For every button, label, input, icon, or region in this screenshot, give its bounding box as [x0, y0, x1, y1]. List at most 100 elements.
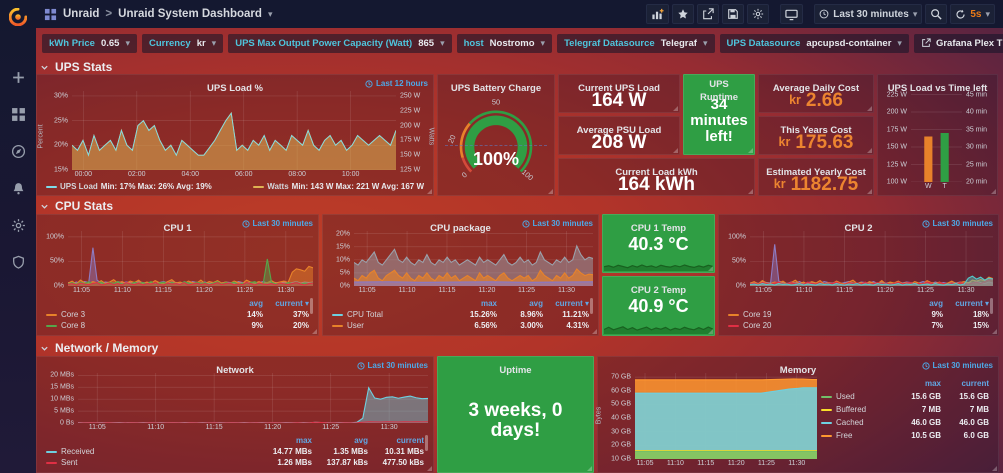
y-axis-tick: 225 W	[886, 91, 907, 98]
legend-item[interactable]: Core 3 14% 37%	[46, 309, 309, 320]
zoom-out-button[interactable]	[925, 4, 948, 24]
create-plus-icon[interactable]	[11, 70, 26, 85]
panel-cpu2-temp: CPU 2 Temp 40.9 °C	[602, 276, 715, 336]
cycle-view-button[interactable]	[780, 4, 804, 24]
dashboards-icon[interactable]	[11, 107, 26, 122]
legend-item[interactable]: Used 15.6 GB 15.6 GB	[821, 390, 989, 403]
grafana-logo[interactable]	[0, 0, 36, 34]
legend-item[interactable]: Core 20 7% 15%	[728, 320, 989, 331]
share-button[interactable]	[697, 4, 720, 24]
panel-time-range[interactable]: Last 30 minutes	[241, 219, 313, 228]
panel-title[interactable]: UPS Battery Charge	[450, 83, 542, 94]
legend-item[interactable]: CPU Total 15.26% 8.96% 11.21%	[332, 309, 589, 320]
panel-title[interactable]: Current Load kWh	[615, 167, 698, 178]
panel-title[interactable]: UPS Runtime	[700, 79, 738, 103]
panel-title[interactable]: Network	[216, 365, 254, 376]
legend-column-header[interactable]: current	[961, 379, 989, 388]
legend-column-header[interactable]: current	[396, 436, 424, 445]
y-axis-tick: 20 min	[966, 178, 988, 186]
panel-title[interactable]: CPU package	[430, 223, 491, 234]
legend-column-header[interactable]: max	[480, 299, 497, 308]
legend-item[interactable]: UPS Load Min: 17% Max: 26% Avg: 19%	[46, 182, 212, 191]
variable-telegraf-datasource[interactable]: Telegraf Datasource Telegraf ▾	[557, 33, 715, 53]
panel-time-range[interactable]: Last 30 minutes	[356, 361, 428, 370]
legend-item[interactable]: Core 19 9% 18%	[728, 309, 989, 320]
y-axis-tick: 125 W	[400, 166, 421, 174]
breadcrumb-current[interactable]: Unraid System Dashboard	[118, 8, 262, 20]
panel-title[interactable]: Current UPS Load	[578, 83, 660, 94]
variable-currency[interactable]: Currency kr ▾	[141, 33, 224, 53]
temp-sparkline	[604, 319, 713, 334]
panel-title[interactable]: This Years Cost	[780, 125, 852, 136]
x-axis-tick: 11:20	[876, 287, 894, 294]
currency-prefix: kr	[789, 93, 801, 108]
panel-title[interactable]: Average Daily Cost	[772, 83, 860, 94]
dashboard-settings-button[interactable]	[747, 4, 770, 24]
panel-time-range[interactable]: Last 30 minutes	[921, 219, 993, 228]
legend-column-header[interactable]: avg	[929, 299, 943, 308]
panel-title[interactable]: CPU 2 Temp	[630, 285, 687, 296]
server-admin-shield-icon[interactable]	[11, 255, 26, 270]
panel-title[interactable]: Memory	[779, 365, 817, 376]
panel-title[interactable]: CPU 1	[163, 223, 192, 234]
legend-column-header[interactable]: max	[295, 436, 312, 445]
row-header-ups-stats[interactable]: UPS Stats	[40, 60, 112, 74]
legend-item[interactable]: Core 8 9% 20%	[46, 320, 309, 331]
external-link-icon	[922, 38, 931, 47]
link-grafana-plex-theme[interactable]: Grafana Plex Theme	[913, 33, 1003, 53]
panel-current-load-kwh: Current Load kWh 164 kWh	[558, 158, 755, 196]
explore-compass-icon[interactable]	[11, 144, 26, 159]
legend-column-header[interactable]: max	[924, 379, 941, 388]
legend-scrollbar[interactable]	[990, 298, 993, 314]
refresh-picker[interactable]: 5s ▾	[950, 4, 995, 24]
star-button[interactable]	[672, 4, 695, 24]
panel-time-range[interactable]: Last 30 minutes	[521, 219, 593, 228]
y-axis-tick: 200 W	[400, 122, 421, 130]
save-button[interactable]	[722, 4, 745, 24]
panel-title[interactable]: CPU 2	[844, 223, 873, 234]
legend-column-header[interactable]: avg	[354, 436, 368, 445]
legend-scrollbar[interactable]	[310, 298, 313, 314]
panel-time-range[interactable]: Last 30 minutes	[921, 361, 993, 370]
legend-scrollbar[interactable]	[590, 298, 593, 314]
variable-kwh-price[interactable]: kWh Price 0.65 ▾	[42, 33, 137, 53]
panel-title[interactable]: CPU 1 Temp	[630, 223, 687, 234]
add-panel-button[interactable]	[646, 4, 670, 24]
legend-item[interactable]: Sent 1.26 MBs 137.87 kBs 477.50 kBs	[46, 457, 424, 468]
x-axis-tick: 11:30	[957, 287, 975, 294]
panel-title[interactable]: UPS Load vs Time left	[887, 83, 988, 94]
top-navbar: Unraid > Unraid System Dashboard ▾ Last …	[36, 0, 1003, 28]
x-axis-tick: 11:10	[147, 424, 165, 431]
variable-value: apcupsd-container	[806, 37, 892, 49]
legend-scrollbar[interactable]	[425, 435, 428, 451]
legend-column-header[interactable]: current ▾	[955, 299, 989, 308]
x-axis-tick: 11:30	[380, 424, 398, 431]
panel-title[interactable]: Uptime	[499, 365, 532, 376]
legend-column-header[interactable]: avg	[249, 299, 263, 308]
legend-item[interactable]: User 6.56% 3.00% 4.31%	[332, 320, 589, 331]
legend-column-header[interactable]: current ▾	[275, 299, 309, 308]
row-header-cpu-stats[interactable]: CPU Stats	[40, 199, 113, 213]
legend-column-header[interactable]: current ▾	[555, 299, 589, 308]
stat-value: 164 kWh	[617, 174, 696, 195]
panel-title[interactable]: Estimated Yearly Cost	[766, 167, 866, 178]
legend-item[interactable]: Received 14.77 MBs 1.35 MBs 10.31 MBs	[46, 446, 424, 457]
configuration-gear-icon[interactable]	[11, 218, 26, 233]
legend-item[interactable]: Buffered 7 MB 7 MB	[821, 403, 989, 416]
alerting-bell-icon[interactable]	[11, 181, 26, 196]
row-header-network-memory[interactable]: Network / Memory	[40, 341, 158, 355]
panel-time-range[interactable]: Last 12 hours	[365, 79, 428, 88]
legend-item[interactable]: Watts Min: 143 W Max: 221 W Avg: 167 W	[253, 182, 424, 191]
variable-ups-datasource[interactable]: UPS Datasource apcupsd-container ▾	[719, 33, 909, 53]
variable-host[interactable]: host Nostromo ▾	[456, 33, 553, 53]
panel-title[interactable]: UPS Load %	[207, 83, 263, 94]
variable-ups-max-output[interactable]: UPS Max Output Power Capacity (Watt) 865 ▾	[228, 33, 452, 53]
legend-item[interactable]: Free 10.5 GB 6.0 GB	[821, 429, 989, 442]
panel-title[interactable]: Average PSU Load	[576, 125, 662, 136]
breadcrumb-root[interactable]: Unraid	[63, 8, 100, 20]
legend-item[interactable]: Cached 46.0 GB 46.0 GB	[821, 416, 989, 429]
legend-column-header[interactable]: avg	[529, 299, 543, 308]
time-range-picker[interactable]: Last 30 minutes ▾	[814, 4, 923, 24]
chevron-down-icon[interactable]: ▾	[267, 8, 273, 19]
